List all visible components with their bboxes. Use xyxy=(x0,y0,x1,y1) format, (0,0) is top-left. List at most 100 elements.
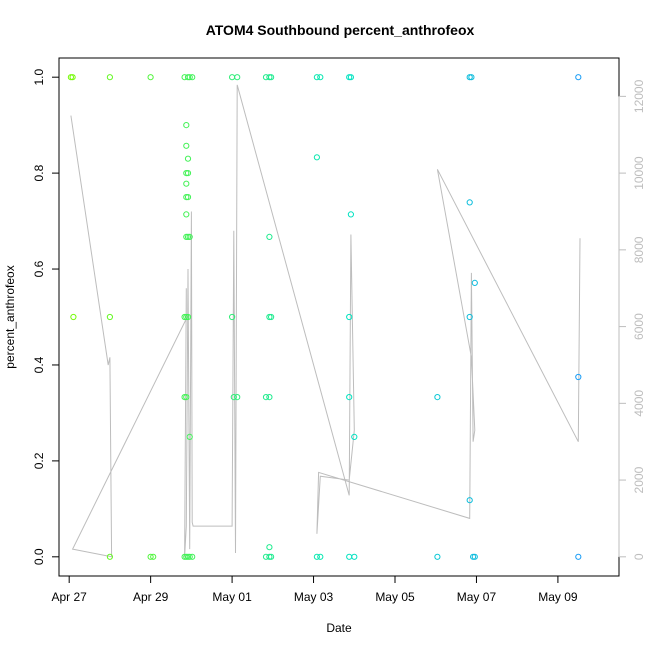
data-point xyxy=(184,74,192,81)
x-tick-label: Apr 29 xyxy=(133,590,169,604)
data-point xyxy=(229,74,236,81)
data-point xyxy=(575,373,582,381)
data-point xyxy=(183,211,190,218)
x-tick-label: May 09 xyxy=(538,590,578,604)
y2-tick-label: 8000 xyxy=(632,236,646,263)
data-point xyxy=(184,313,192,321)
data-point xyxy=(184,194,192,201)
data-point xyxy=(150,553,157,560)
y-tick-label: 0.6 xyxy=(32,260,46,277)
data-point xyxy=(266,74,273,81)
data-point xyxy=(434,394,441,401)
data-point xyxy=(268,313,275,321)
data-point xyxy=(346,553,353,560)
data-point xyxy=(106,74,114,81)
data-point xyxy=(183,394,190,401)
y-axis-label: percent_anthrofeox xyxy=(3,265,17,368)
data-point xyxy=(184,170,192,177)
data-point xyxy=(183,180,190,187)
data-point xyxy=(189,74,196,81)
data-point xyxy=(351,553,358,560)
data-point xyxy=(351,433,358,440)
data-point xyxy=(186,433,193,440)
data-point xyxy=(183,194,190,201)
data-point xyxy=(268,74,275,81)
data-point xyxy=(106,553,114,560)
data-point xyxy=(147,74,154,81)
data-point xyxy=(317,553,324,560)
y-axis: 0.0 0.2 0.4 0.6 0.8 1.0 xyxy=(32,69,60,565)
y2-axis: 0 2000 4000 6000 8000 10000 12000 xyxy=(618,79,646,560)
data-point xyxy=(106,313,114,321)
y-tick-label: 0.8 xyxy=(32,164,46,181)
data-point xyxy=(470,553,477,560)
data-point xyxy=(313,154,320,161)
data-point xyxy=(183,313,190,321)
data-point xyxy=(184,155,192,162)
plot-frame xyxy=(58,57,620,577)
data-point xyxy=(466,199,473,206)
y2-tick-label: 0 xyxy=(632,553,646,560)
data-point xyxy=(346,394,353,401)
data-point xyxy=(147,553,154,560)
data-point xyxy=(317,74,324,81)
data-point xyxy=(466,497,473,504)
data-point xyxy=(234,74,241,81)
x-tick-label: May 05 xyxy=(375,590,415,604)
data-point xyxy=(69,74,76,81)
y2-tick-label: 6000 xyxy=(632,313,646,340)
y-tick-label: 0.2 xyxy=(32,452,46,469)
data-point xyxy=(229,313,236,321)
data-point xyxy=(67,74,75,81)
data-point xyxy=(183,122,190,129)
data-point xyxy=(70,313,77,321)
data-point xyxy=(575,74,582,81)
data-point xyxy=(184,553,192,560)
data-point xyxy=(234,394,241,401)
line-series-layer xyxy=(70,84,581,558)
y2-tick-label: 4000 xyxy=(632,390,646,417)
data-point xyxy=(575,553,582,560)
data-point xyxy=(184,233,192,240)
data-point xyxy=(183,142,190,149)
data-point xyxy=(471,553,478,560)
data-point xyxy=(266,233,273,240)
data-point xyxy=(181,394,188,401)
data-point xyxy=(183,553,190,560)
x-axis: Apr 27 Apr 29 May 01 May 03 May 05 May 07 May … xyxy=(52,575,578,604)
x-tick-label: Apr 27 xyxy=(52,590,88,604)
x-tick-label: May 01 xyxy=(212,590,252,604)
y2-tick-label: 12000 xyxy=(632,79,646,113)
data-point xyxy=(466,74,473,81)
data-point xyxy=(183,170,190,177)
data-point xyxy=(347,74,354,81)
data-point xyxy=(266,313,273,321)
chart-title: ATOM4 Southbound percent_anthrofeox xyxy=(206,22,475,38)
data-point xyxy=(347,211,354,218)
y2-tick-label: 2000 xyxy=(632,466,646,493)
data-point xyxy=(266,394,273,401)
x-axis-label: Date xyxy=(326,621,352,635)
data-point xyxy=(268,553,275,560)
data-point xyxy=(266,544,273,551)
x-tick-label: May 03 xyxy=(294,590,334,604)
x-tick-label: May 07 xyxy=(457,590,497,604)
data-point xyxy=(230,394,237,401)
y-tick-label: 1.0 xyxy=(32,69,46,86)
secondary-line-series xyxy=(70,84,581,558)
y-tick-label: 0.4 xyxy=(32,356,46,373)
data-point xyxy=(262,394,270,401)
data-point xyxy=(346,74,353,81)
data-point xyxy=(186,233,193,240)
data-point xyxy=(466,313,473,321)
data-point xyxy=(189,553,196,560)
data-point xyxy=(266,553,273,560)
points-layer xyxy=(67,74,582,560)
data-point xyxy=(181,313,188,321)
data-point xyxy=(186,553,193,560)
y2-tick-label: 10000 xyxy=(632,156,646,190)
data-point xyxy=(186,74,193,81)
data-point xyxy=(471,279,478,286)
data-point xyxy=(183,233,190,240)
